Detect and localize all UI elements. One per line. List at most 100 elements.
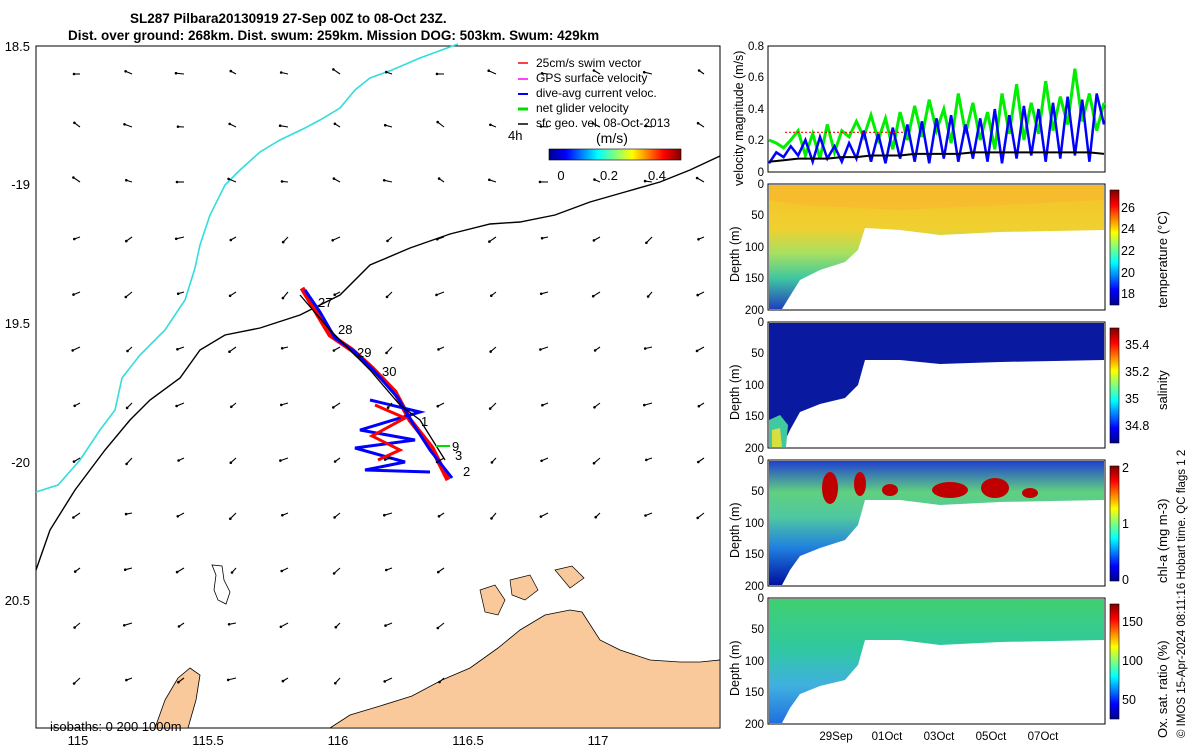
quiver-arrowhead <box>697 238 700 241</box>
quiver-arrowhead <box>383 680 387 683</box>
day-label: 2 <box>463 464 470 479</box>
legend-hours: 4h <box>508 128 522 143</box>
quiver-arrowhead <box>228 350 231 354</box>
quiver-arrowhead <box>124 70 127 73</box>
quiver-arrow <box>333 567 341 574</box>
velocity-panel: 0 0.2 0.4 0.6 0.8 <box>748 41 1106 179</box>
temperature-cbar-tick: 26 <box>1121 201 1135 215</box>
map-panel <box>35 43 721 729</box>
quiver-arrowhead <box>332 406 335 409</box>
quiver-arrowhead <box>592 69 596 72</box>
map-ytick-3: -20 <box>11 455 30 470</box>
quiver-arrowhead <box>72 176 75 179</box>
quiver-arrowhead <box>385 295 389 299</box>
island-small-north <box>211 564 231 605</box>
quiver-arrowhead <box>539 515 543 518</box>
depth-tick: 200 <box>745 443 764 455</box>
quiver-arrowhead <box>645 458 648 462</box>
quiver-arrowhead <box>384 624 387 627</box>
quiver-arrowhead <box>644 124 648 128</box>
velocity-ytick: 0.8 <box>748 41 764 53</box>
quiver-arrowhead <box>435 460 439 464</box>
temperature-panel: 26 24 22 20 18 0 50 100 150 200 <box>745 179 1135 317</box>
quiver-arrowhead <box>646 295 650 298</box>
quiver-arrowhead <box>385 568 388 572</box>
quiver-arrow <box>384 677 393 682</box>
day-label: 27 <box>318 295 332 310</box>
quiver-arrowhead <box>489 350 493 353</box>
quiver-arrowhead <box>175 404 178 408</box>
map-axes: 115 115.5 116 116.5 117 18.5 -19 19.5 -2… <box>5 39 609 748</box>
date-tick: 07Oct <box>1028 731 1059 743</box>
depth-tick: 50 <box>751 486 764 498</box>
quiver-arrow <box>72 346 81 351</box>
quiver-arrow <box>540 346 549 351</box>
quiver-arrowhead <box>176 125 180 128</box>
quiver-arrowhead <box>125 462 128 466</box>
quiver-arrowhead <box>331 239 335 242</box>
quiver-arrowhead <box>71 349 74 352</box>
chlorophyll-colorbar <box>1109 465 1120 582</box>
quiver-arrowhead <box>72 516 75 519</box>
depth-tick: 50 <box>751 624 764 636</box>
quiver-arrow <box>436 291 445 296</box>
quiver-arrowhead <box>435 293 438 297</box>
quiver-arrowhead <box>281 513 284 517</box>
quiver-arrow <box>228 677 237 681</box>
title-line-2: Dist. over ground: 268km. Dist. swum: 25… <box>68 28 600 43</box>
quiver-arrowhead <box>591 122 595 125</box>
velocity-series-line <box>767 93 1106 166</box>
quiver-arrowhead <box>281 679 285 683</box>
day-label: 1 <box>421 414 428 429</box>
quiver-arrowhead <box>332 572 336 575</box>
quiver-arrowhead <box>539 292 543 296</box>
depth-tick: 50 <box>751 210 764 222</box>
quiver-arrowhead <box>593 178 596 181</box>
quiver-arrowhead <box>124 512 128 516</box>
chlorophyll-maximum-patches <box>822 472 1038 504</box>
quiver-arrowhead <box>643 403 646 407</box>
depth-tick: 200 <box>745 581 764 593</box>
depth-tick: 0 <box>758 455 764 467</box>
quiver-arrowhead <box>279 459 282 462</box>
quiver-arrowhead <box>487 69 491 72</box>
quiver-arrowhead <box>332 349 336 352</box>
quiver-arrowhead <box>334 681 337 685</box>
salinity-panel: 35.4 35.2 35 34.8 0 50 100 150 200 <box>745 317 1150 455</box>
legend-label: net glider velocity <box>536 101 629 115</box>
quiver-arrowhead <box>437 515 441 518</box>
depth-tick: 100 <box>745 656 764 668</box>
quiver-arrowhead <box>594 515 597 519</box>
quiver-arrow <box>73 177 81 183</box>
quiver-arrowhead <box>642 70 646 74</box>
quiver-arrowhead <box>227 623 231 626</box>
quiver-arrow <box>646 236 653 244</box>
quiver-arrowhead <box>73 404 76 408</box>
colorbar-title: (m/s) <box>596 130 628 146</box>
quiver-arrowhead <box>227 177 230 181</box>
quiver-arrowhead <box>280 569 284 573</box>
quiver-arrowhead <box>695 349 699 353</box>
map-frame <box>35 45 721 729</box>
map-xtick-3: 116.5 <box>452 733 484 748</box>
velocity-ytick: 0 <box>758 167 764 179</box>
colorbar-tick: 0.4 <box>648 168 666 183</box>
chlorophyll-panel: 2 1 0 0 50 100 150 200 <box>745 455 1129 593</box>
oxygen-field <box>769 599 1104 723</box>
quiver-arrowhead <box>125 406 129 410</box>
depth-tick: 200 <box>745 719 764 731</box>
quiver-arrowhead <box>490 461 494 464</box>
quiver-arrowhead <box>177 680 180 684</box>
quiver-arrowhead <box>488 240 491 243</box>
quiver-arrow <box>437 622 445 629</box>
velocity-series-line <box>768 68 1106 161</box>
quiver-arrowhead <box>644 514 647 517</box>
quiver-arrowhead <box>125 678 128 682</box>
quiver-arrowhead <box>280 347 284 350</box>
quiver-arrowhead <box>643 347 647 350</box>
quiver-arrow <box>176 236 185 240</box>
quiver-arrowhead <box>124 295 128 299</box>
quiver-arrowhead <box>229 69 233 73</box>
quiver-arrow <box>437 121 445 128</box>
